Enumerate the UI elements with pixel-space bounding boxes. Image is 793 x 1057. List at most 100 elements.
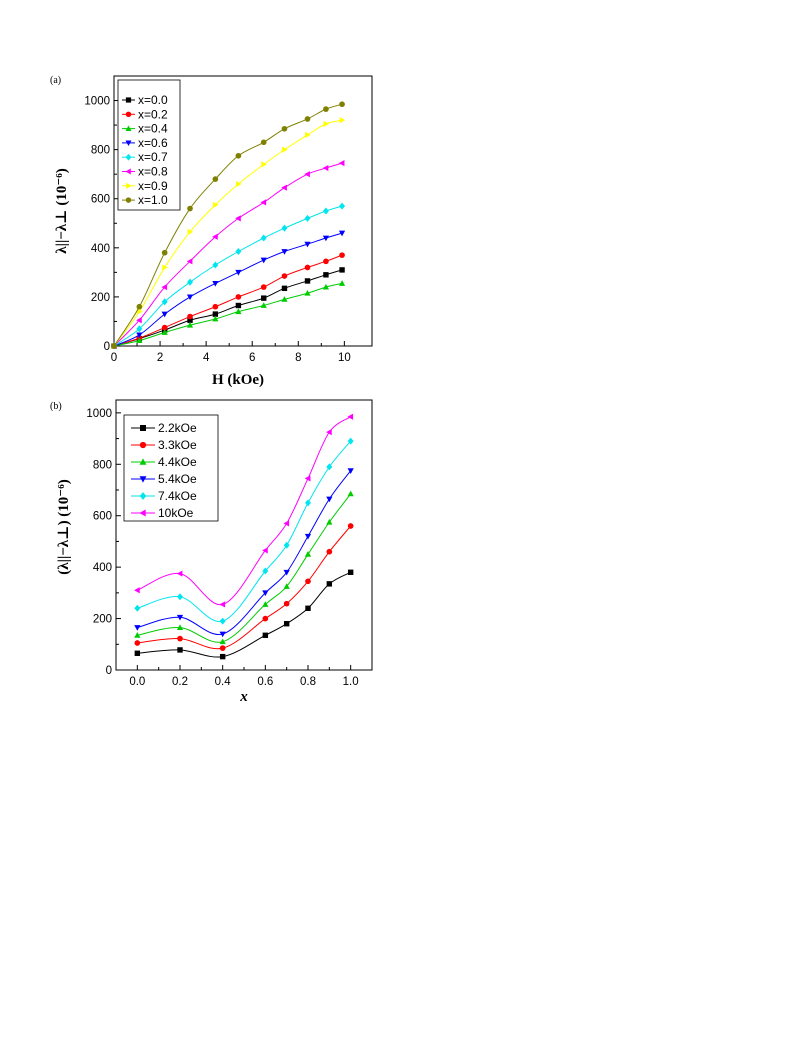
panel-b-series-line <box>137 571 351 658</box>
panel-a-x-axis-title: H (kOe) <box>212 372 264 388</box>
panel-b-data-point <box>283 520 290 527</box>
panel-a-legend-label: x=1.0 <box>138 193 168 207</box>
panel-a-data-point <box>304 116 311 122</box>
panel-b-data-point <box>219 653 226 660</box>
panel-a-data-point <box>304 214 311 222</box>
panel-a-x-tick-label: 10 <box>338 352 351 364</box>
panel-a-data-point <box>187 205 193 212</box>
panel-a-data-point <box>304 289 311 296</box>
panel-b-data-point <box>304 475 311 482</box>
panel-a-data-point <box>281 273 288 279</box>
panel-a-data-point <box>304 171 310 178</box>
panel-a-data-point <box>322 164 329 172</box>
panel-b-data-point <box>326 548 333 555</box>
panel-a-data-point <box>281 224 288 232</box>
panel-a-series <box>110 101 346 350</box>
panel-a-legend-label: x=0.6 <box>138 136 168 150</box>
panel-a-data-point <box>260 257 267 264</box>
panel-b-data-point <box>326 496 333 503</box>
panel-b-series-line <box>137 416 351 605</box>
panel-b-data-point <box>326 581 333 587</box>
panel-a-data-point <box>260 302 267 308</box>
panel-b-legend-label: 7.4kOe <box>158 489 197 503</box>
panel-b-data-point <box>219 601 226 608</box>
panel-b-data-point <box>305 605 311 611</box>
panel-a-label: (a) <box>50 75 61 86</box>
panel-a-data-point <box>187 278 193 286</box>
panel-a-data-point <box>187 313 193 320</box>
panel-b-data-point <box>347 437 354 445</box>
panel-b-legend-marker <box>140 425 146 431</box>
panel-a-data-point <box>212 233 218 240</box>
panel-a-y-axis-title: λ||−λ⊥ (10⁻⁶) <box>54 168 70 253</box>
panel-b-x-tick-label: 0.8 <box>300 676 316 688</box>
panel-a-legend-label: x=0.4 <box>138 122 168 136</box>
panel-a-legend-label: x=0.2 <box>138 107 168 121</box>
panel-b-y-tick-label: 200 <box>93 614 112 626</box>
panel-a-data-point <box>338 230 346 237</box>
panel-b-data-point <box>219 645 226 651</box>
panel-a-legend-label: x=0.7 <box>138 150 168 164</box>
panel-b-data-point <box>262 547 268 554</box>
panel-a-data-point <box>212 201 219 208</box>
panel-b-data-point <box>326 518 333 525</box>
panel-a-data-point <box>235 152 242 159</box>
panel-a-data-point <box>212 311 219 317</box>
panel-b-legend-label: 10kOe <box>158 506 194 520</box>
panel-a-legend-marker <box>125 97 132 103</box>
panel-b-data-point <box>326 429 332 436</box>
panel-b-y-tick-label: 800 <box>93 459 112 471</box>
panel-b-tick-labels: 0.0 0.2 0.4 0.6 0.8 1.0 0 200 400 600 800 1000 <box>86 408 358 688</box>
panel-a-data-point <box>260 199 267 206</box>
panel-b-data-point <box>304 551 312 557</box>
panel-b-data-point <box>347 413 354 420</box>
panel-b-data-point <box>219 617 226 625</box>
panel-a-data-point <box>281 249 288 255</box>
panel-a-legend-label: x=0.0 <box>138 93 168 107</box>
panel-b-data-point <box>134 604 141 612</box>
panel-b-data-point <box>283 600 290 607</box>
panel-a-x-tick-label: 8 <box>295 352 301 364</box>
panel-a-data-point <box>338 160 345 167</box>
panel-a-data-point <box>281 285 288 292</box>
panel-a-data-point <box>323 272 329 278</box>
panel-b-data-point <box>305 499 311 507</box>
panel-b-legend-label: 4.4kOe <box>158 455 197 469</box>
panel-a-data-point <box>339 267 345 273</box>
panel-a-data-point <box>339 101 345 108</box>
panel-a-data-point <box>339 117 346 124</box>
panel-a-legend: x=0.0x=0.2x=0.4x=0.6x=0.7x=0.8x=0.9x=1.0 <box>117 79 181 211</box>
panel-a-legend-marker <box>125 153 132 161</box>
panel-a-data-point <box>136 325 143 333</box>
panel-b-data-point <box>134 587 140 594</box>
panel-a-data-point <box>212 176 219 182</box>
panel-b-legend-marker <box>139 458 147 465</box>
panel-a-x-tick-label: 4 <box>203 352 210 364</box>
panel-b-legend-marker <box>139 476 147 483</box>
panel-a-y-tick-label: 0 <box>104 341 110 353</box>
panel-b-legend-marker <box>139 441 147 449</box>
panel-a-data-point <box>281 296 288 302</box>
panel-b-data-point <box>283 541 290 549</box>
panel-a-data-point <box>235 215 241 222</box>
panel-b-data-point <box>134 625 141 631</box>
panel-a-data-point <box>322 207 329 215</box>
panel-b-series-line <box>137 470 352 635</box>
panel-a-data-point <box>260 284 267 290</box>
panel-a-y-tick-label: 1000 <box>84 96 110 108</box>
panel-a-series-line <box>113 205 343 347</box>
panel-a-legend-marker <box>126 182 132 189</box>
panel-a-data-point <box>235 247 242 256</box>
panel-a-data-point <box>111 343 117 349</box>
panel-a: (a) 0 2 4 6 8 10 0 200 400 600 800 1000 H (kOe) λ||… <box>50 75 373 388</box>
panel-a-data-point <box>186 294 194 301</box>
panel-b-data-point <box>219 631 226 638</box>
panel-b-legend-label: 2.2kOe <box>158 421 197 435</box>
panel-a-data-point <box>136 303 143 310</box>
panel-b-data-point <box>134 640 141 646</box>
panel-b-data-point <box>176 570 183 577</box>
panel-b-data-point <box>347 468 354 474</box>
panel-a-data-point <box>212 280 219 287</box>
panel-a-data-point <box>161 298 168 306</box>
panel-b-data-point <box>262 615 269 622</box>
